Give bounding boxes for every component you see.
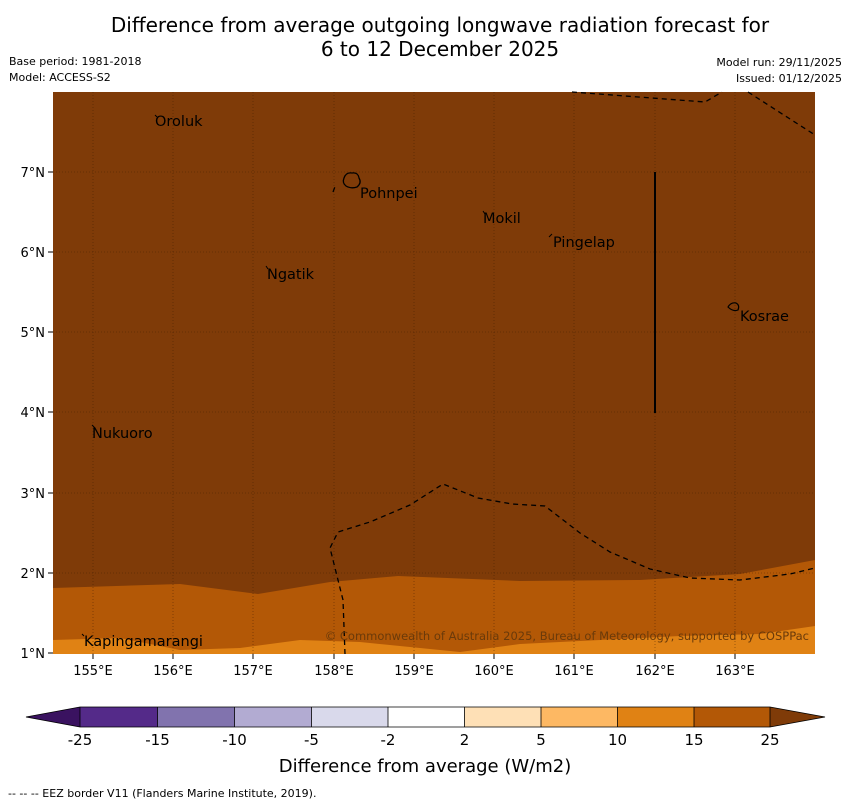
colorbar-label: 10 bbox=[607, 731, 628, 749]
lat-tick-7n: 7°N bbox=[21, 166, 46, 181]
model-label: Model: ACCESS-S2 bbox=[9, 71, 111, 84]
eez-borders bbox=[329, 91, 816, 655]
lat-tick-1n: 1°N bbox=[21, 647, 46, 662]
lon-tick-156e: 156°E bbox=[153, 664, 193, 679]
colorbar-segment bbox=[464, 707, 541, 727]
lon-tick-155e: 155°E bbox=[73, 664, 113, 679]
colorbar-label: -25 bbox=[67, 731, 93, 749]
lon-tick-162e: 162°E bbox=[635, 664, 675, 679]
chart-title-line1: Difference from average outgoing longwav… bbox=[110, 13, 770, 37]
eez-legend-note: -- -- -- EEZ border V11 (Flanders Marine… bbox=[8, 787, 317, 800]
colorbar-segment bbox=[617, 707, 694, 727]
colorbar-label: -2 bbox=[380, 731, 396, 749]
copyright-notice: © Commonwealth of Australia 2025, Bureau… bbox=[325, 629, 809, 643]
colorbar-title: Difference from average (W/m2) bbox=[278, 756, 572, 777]
chart-title-line2: 6 to 12 December 2025 bbox=[320, 37, 560, 61]
colorbar-segment bbox=[157, 707, 235, 727]
lat-tick-5n: 5°N bbox=[21, 326, 46, 341]
colorbar-segment-above bbox=[770, 707, 825, 727]
lat-tick-6n: 6°N bbox=[21, 246, 46, 261]
base-period-label: Base period: 1981-2018 bbox=[9, 55, 142, 68]
lat-tick-marks bbox=[48, 171, 53, 654]
place-nukuoro: Nukuoro bbox=[92, 426, 153, 442]
field-15-25 bbox=[53, 92, 815, 654]
field-10-15 bbox=[53, 560, 815, 654]
place-kapingamarangi: Kapingamarangi bbox=[84, 634, 203, 650]
lon-tick-163e: 163°E bbox=[715, 664, 755, 679]
place-pingelap: Pingelap bbox=[553, 235, 615, 251]
pohnpei-island-outline bbox=[342, 172, 361, 189]
colorbar-label: 5 bbox=[536, 731, 546, 749]
colorbar-segment-below bbox=[26, 707, 80, 727]
colorbar-outline bbox=[25, 706, 826, 728]
lat-tick-3n: 3°N bbox=[21, 487, 46, 502]
place-pohnpei: Pohnpei bbox=[360, 186, 418, 202]
issued-label: Issued: 01/12/2025 bbox=[735, 72, 842, 85]
colorbar-segment bbox=[80, 707, 158, 727]
colorbar-segment bbox=[388, 707, 465, 727]
place-ngatik: Ngatik bbox=[267, 267, 315, 283]
place-mokil: Mokil bbox=[483, 211, 521, 227]
colorbar-label: -5 bbox=[304, 731, 319, 749]
lon-tick-160e: 160°E bbox=[474, 664, 514, 679]
place-kosrae: Kosrae bbox=[740, 309, 789, 325]
lat-tick-4n: 4°N bbox=[21, 406, 46, 421]
colorbar-label: 2 bbox=[459, 731, 470, 749]
colorbar bbox=[25, 706, 826, 728]
place-oroluk: Oroluk bbox=[155, 114, 203, 130]
colorbar-label: 15 bbox=[684, 731, 704, 749]
lat-tick-2n: 2°N bbox=[21, 567, 46, 582]
lon-tick-158e: 158°E bbox=[314, 664, 354, 679]
kosrae-island-outline bbox=[727, 302, 740, 312]
colorbar-label: -15 bbox=[145, 731, 170, 749]
colorbar-segment bbox=[541, 707, 618, 727]
field-5-10 bbox=[53, 626, 815, 654]
colorbar-segment bbox=[311, 707, 388, 727]
island-marks bbox=[81, 114, 553, 637]
colorbar-segment bbox=[234, 707, 312, 727]
colorbar-label: -10 bbox=[222, 731, 247, 749]
lon-tick-159e: 159°E bbox=[394, 664, 434, 679]
lon-tick-marks bbox=[92, 654, 736, 659]
lon-tick-161e: 161°E bbox=[554, 664, 594, 679]
lon-tick-157e: 157°E bbox=[233, 664, 273, 679]
colorbar-segment bbox=[694, 707, 770, 727]
model-run-label: Model run: 29/11/2025 bbox=[716, 56, 842, 69]
colorbar-label: 25 bbox=[760, 731, 780, 749]
